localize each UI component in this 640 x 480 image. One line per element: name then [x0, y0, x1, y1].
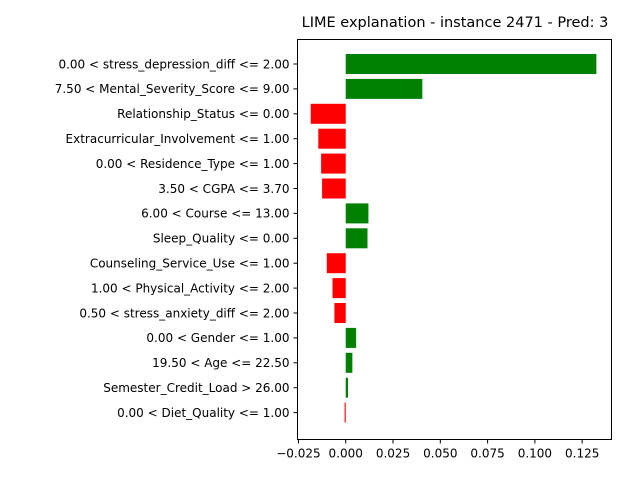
bar-4	[321, 153, 346, 174]
y-tick-label-14: 0.00 < Diet_Quality <= 1.00	[117, 406, 289, 420]
bar-2	[310, 103, 346, 124]
y-tick-label-7: Sleep_Quality <= 0.00	[153, 232, 290, 246]
y-tick-label-12: 19.50 < Age <= 22.50	[152, 356, 289, 370]
bar-13	[345, 377, 349, 398]
y-tick-label-5: 3.50 < CGPA <= 3.70	[158, 182, 289, 196]
bar-14	[344, 402, 346, 423]
bar-7	[345, 228, 368, 249]
bar-8	[326, 253, 346, 274]
y-tick-label-2: Relationship_Status <= 0.00	[117, 107, 289, 121]
bar-11	[345, 327, 357, 348]
chart-title: LIME explanation - instance 2471 - Pred:…	[302, 15, 609, 31]
bar-12	[345, 352, 353, 373]
bar-1	[345, 78, 423, 99]
x-ticks-group: −0.025 0.000 0.025 0.050 0.075 0.100 0.125	[276, 439, 599, 461]
y-tick-label-13: Semester_Credit_Load > 26.00	[103, 381, 289, 395]
x-tick-label-0: −0.025	[276, 447, 320, 461]
y-tick-label-11: 0.00 < Gender <= 1.00	[146, 331, 289, 345]
bar-9	[332, 278, 346, 299]
plot-frame	[297, 39, 612, 440]
x-tick-label-6: 0.125	[565, 447, 599, 461]
bar-10	[334, 303, 346, 323]
y-tick-label-0: 0.00 < stress_depression_diff <= 2.00	[58, 57, 289, 71]
bars-group	[310, 54, 597, 423]
y-tick-label-3: Extracurricular_Involvement <= 1.00	[66, 132, 290, 146]
x-tick-label-2: 0.025	[376, 447, 410, 461]
bar-6	[345, 203, 369, 224]
y-tick-label-4: 0.00 < Residence_Type <= 1.00	[96, 157, 290, 171]
bar-5	[322, 178, 346, 199]
y-tick-label-10: 0.50 < stress_anxiety_diff <= 2.00	[79, 306, 289, 320]
bar-0	[345, 54, 597, 74]
x-tick-label-4: 0.075	[470, 447, 504, 461]
x-tick-label-1: 0.000	[329, 447, 363, 461]
bar-3	[318, 128, 346, 149]
y-tick-label-8: Counseling_Service_Use <= 1.00	[90, 257, 290, 271]
y-tick-label-6: 6.00 < Course <= 13.00	[141, 207, 289, 221]
x-tick-label-5: 0.100	[518, 447, 552, 461]
x-tick-label-3: 0.050	[423, 447, 457, 461]
y-tick-label-9: 1.00 < Physical_Activity <= 2.00	[91, 281, 290, 295]
y-tick-labels: 0.00 < stress_depression_diff <= 2.00 7.5…	[55, 57, 298, 420]
y-tick-label-1: 7.50 < Mental_Severity_Score <= 9.00	[55, 82, 290, 96]
